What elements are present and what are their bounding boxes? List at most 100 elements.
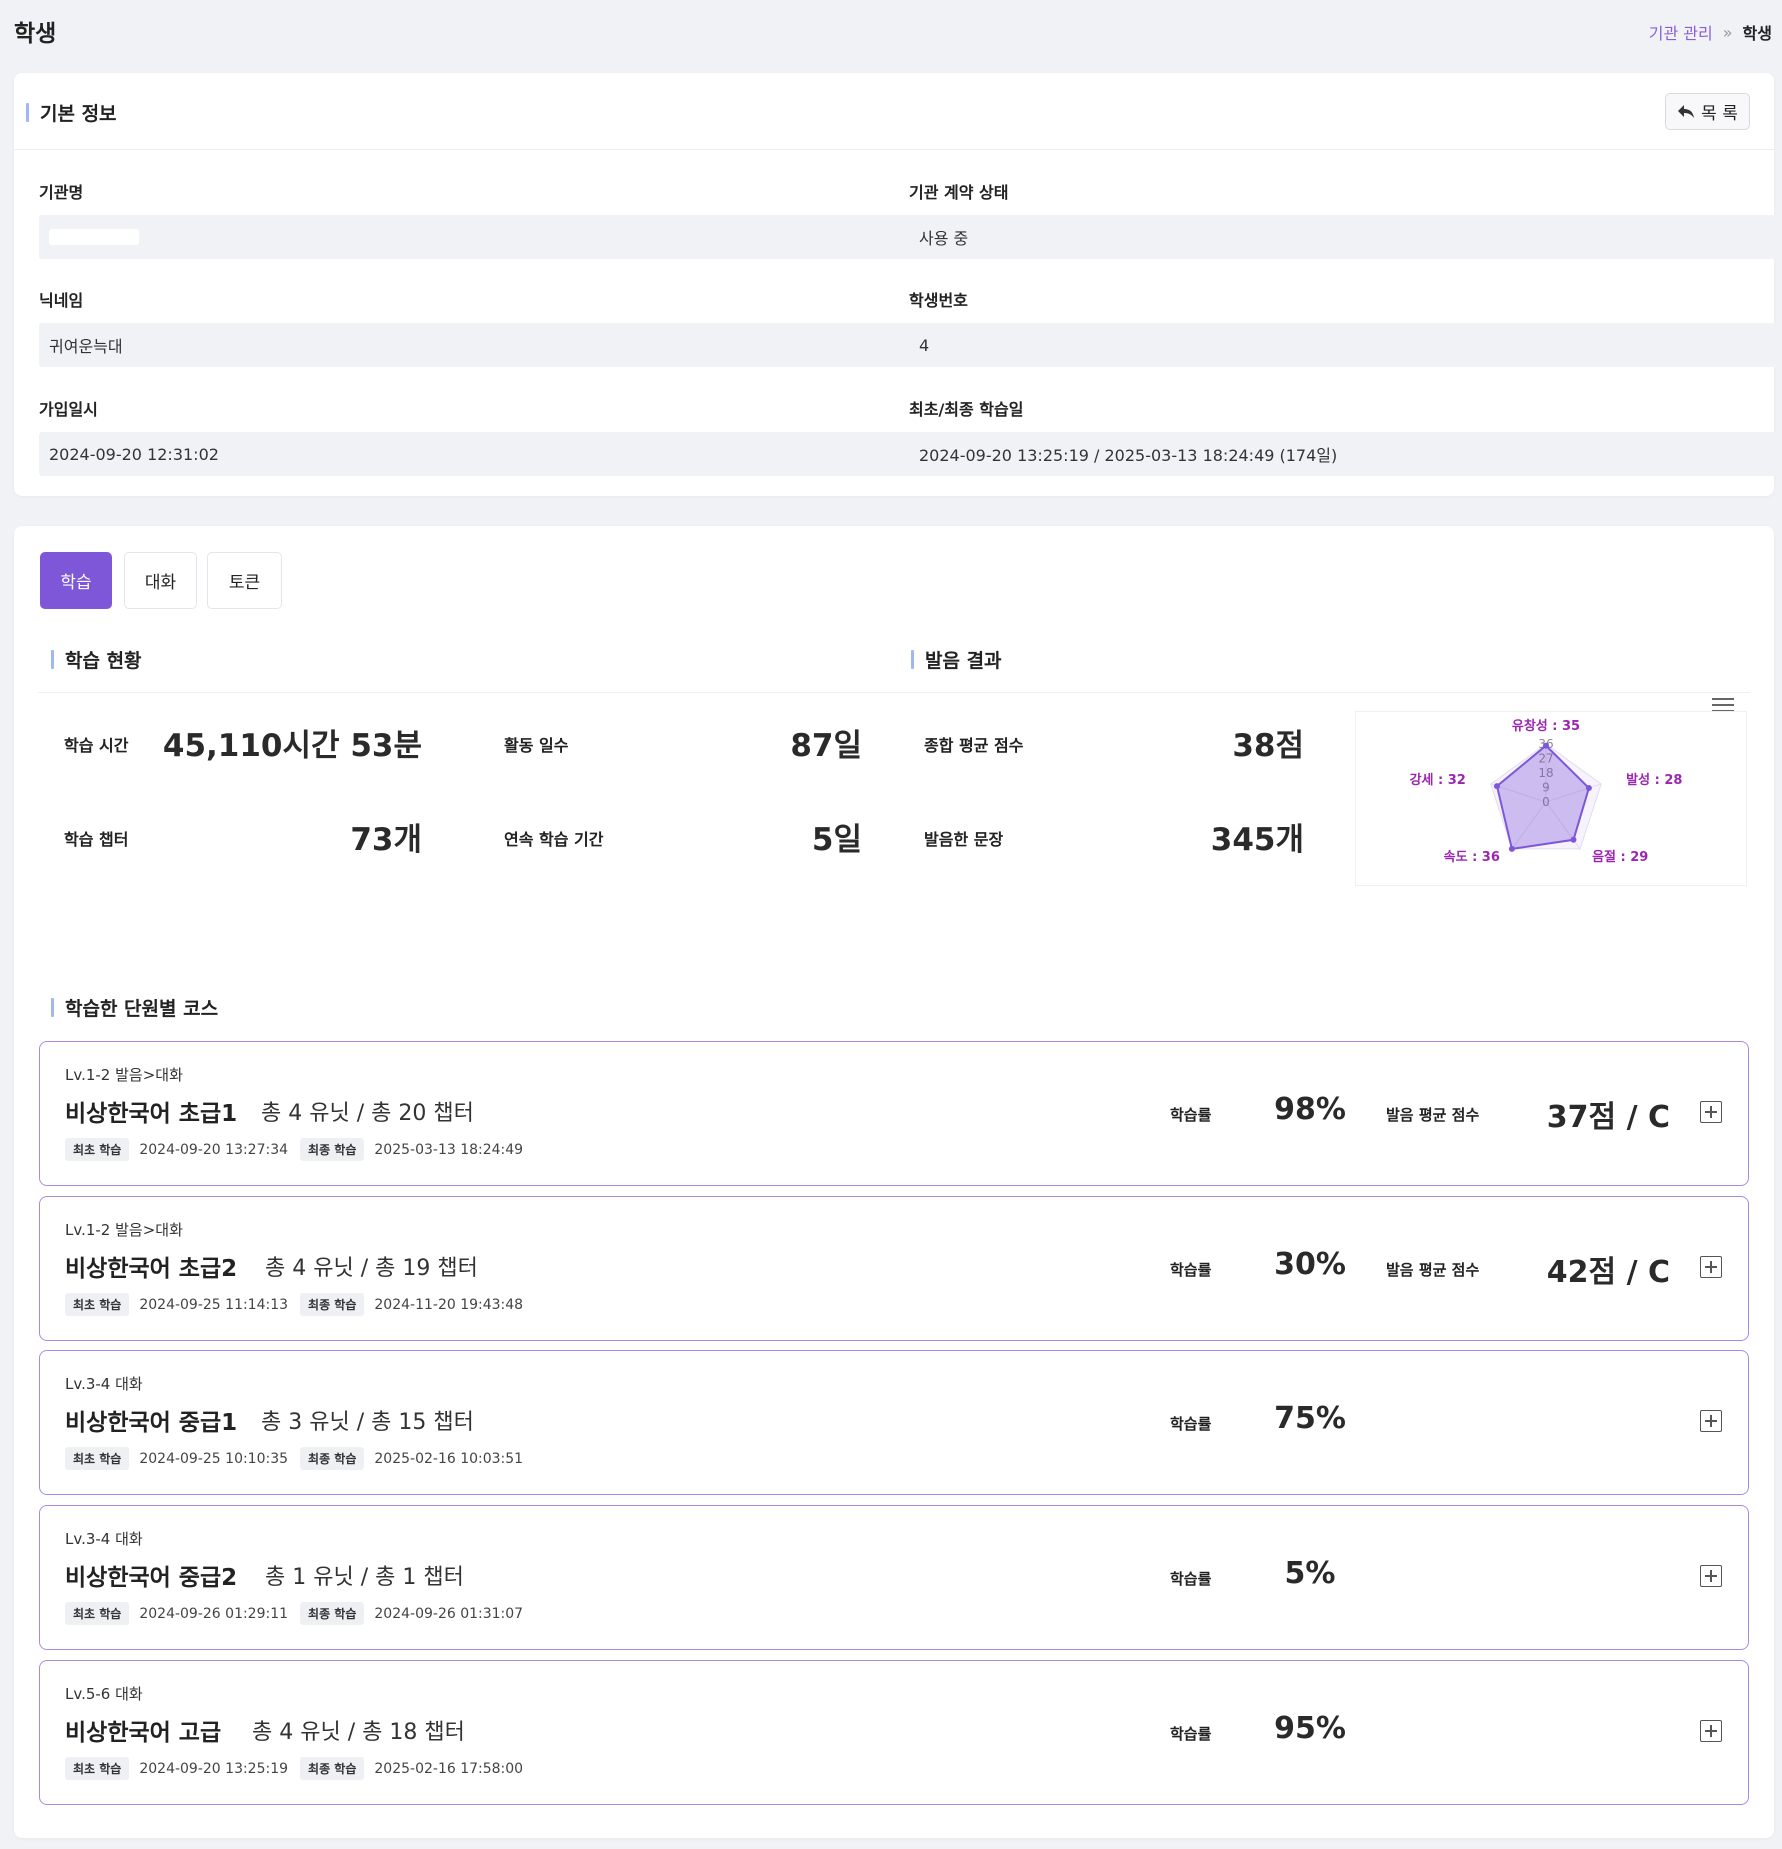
progress-rate-value: 75% bbox=[1274, 1401, 1346, 1436]
last-study-badge: 최종 학습 bbox=[300, 1602, 365, 1625]
page-title: 학생 bbox=[14, 21, 57, 47]
course-dates: 최초 학습 2024-09-26 01:29:11 최종 학습 2024-09-… bbox=[65, 1602, 535, 1625]
course-dates: 최초 학습 2024-09-25 10:10:35 최종 학습 2025-02-… bbox=[65, 1447, 535, 1470]
progress-rate-label: 학습률 bbox=[1170, 1106, 1212, 1124]
field-label: 학생번호 bbox=[909, 291, 968, 310]
pronunciation-score-value: 42점 / C bbox=[1546, 1255, 1670, 1290]
stat-label: 종합 평균 점수 bbox=[924, 736, 1024, 755]
back-to-list-button[interactable]: 목 록 bbox=[1665, 93, 1750, 130]
expand-plus-icon[interactable] bbox=[1700, 1410, 1722, 1432]
study-status-heading-text: 학습 현황 bbox=[65, 650, 142, 672]
pronunciation-score-value: 37점 / C bbox=[1546, 1100, 1670, 1135]
back-arrow-icon bbox=[1678, 104, 1695, 118]
radar-point bbox=[1570, 836, 1577, 843]
stat-active-days-value: 87일 bbox=[790, 728, 862, 764]
breadcrumb-link-institution[interactable]: 기관 관리 bbox=[1648, 24, 1713, 43]
joined-at-input: 2024-09-20 12:31:02 bbox=[39, 432, 915, 476]
stat-avg-score-value: 38점 bbox=[1232, 728, 1304, 764]
study-status-heading: 학습 현황 bbox=[51, 646, 142, 673]
courses-heading-text: 학습한 단원별 코스 bbox=[65, 998, 219, 1020]
heading-accent-bar bbox=[51, 650, 54, 669]
heading-accent-bar bbox=[51, 998, 54, 1017]
divider bbox=[902, 692, 1750, 693]
course-level: Lv.1-2 발음>대화 bbox=[65, 1221, 183, 1239]
course-level: Lv.3-4 대화 bbox=[65, 1530, 143, 1548]
radar-spoke bbox=[1511, 801, 1547, 850]
radar-series-area bbox=[1495, 744, 1591, 851]
course-units: 총 4 유닛 / 총 18 챕터 bbox=[252, 1720, 465, 1745]
basic-info-heading: 기본 정보 bbox=[26, 99, 117, 126]
course-name: 비상한국어 초급2 bbox=[65, 1256, 238, 1282]
radar-spoke bbox=[1490, 783, 1547, 803]
field-label: 기관명 bbox=[39, 183, 84, 202]
contract-status-input: 사용 중 bbox=[909, 215, 1782, 259]
radar-axis-label: 음절 : 29 bbox=[1592, 849, 1648, 865]
radar-point bbox=[1493, 783, 1500, 790]
first-study-badge: 최초 학습 bbox=[65, 1757, 130, 1780]
student-detail-card: 학습 대화 토큰 학습 현황 학습 시간 45,110시간 53분 활동 일수 … bbox=[14, 526, 1774, 1838]
course-level: Lv.5-6 대화 bbox=[65, 1685, 143, 1703]
expand-plus-icon[interactable] bbox=[1700, 1101, 1722, 1123]
course-units: 총 4 유닛 / 총 20 챕터 bbox=[261, 1101, 474, 1126]
expand-plus-icon[interactable] bbox=[1700, 1720, 1722, 1742]
stat-label: 발음한 문장 bbox=[924, 830, 1004, 849]
radar-spoke bbox=[1545, 783, 1602, 803]
expand-plus-icon[interactable] bbox=[1700, 1565, 1722, 1587]
progress-rate-label: 학습률 bbox=[1170, 1725, 1212, 1743]
first-study-date: 2024-09-25 11:14:13 bbox=[139, 1296, 289, 1313]
tab-study[interactable]: 학습 bbox=[40, 552, 112, 609]
stat-chapters-value: 73개 bbox=[350, 822, 422, 858]
last-study-date: 2024-11-20 19:43:48 bbox=[374, 1296, 524, 1313]
course-card: Lv.1-2 발음>대화 비상한국어 초급1 총 4 유닛 / 총 20 챕터 최초… bbox=[39, 1041, 1749, 1186]
tab-token[interactable]: 토큰 bbox=[207, 552, 282, 609]
stat-study-time-value: 45,110시간 53분 bbox=[162, 728, 422, 764]
course-dates: 최초 학습 2024-09-20 13:25:19 최종 학습 2025-02-… bbox=[65, 1757, 535, 1780]
course-name: 비상한국어 고급 bbox=[65, 1720, 222, 1746]
field-label: 최초/최종 학습일 bbox=[909, 400, 1024, 419]
heading-accent-bar bbox=[911, 650, 914, 669]
field-label: 기관 계약 상태 bbox=[909, 183, 1009, 202]
field-label: 닉네임 bbox=[39, 291, 84, 310]
pronunciation-heading: 발음 결과 bbox=[911, 646, 1002, 673]
last-study-date: 2024-09-26 01:31:07 bbox=[374, 1605, 524, 1622]
radar-scale-tick: 27 bbox=[1538, 752, 1553, 766]
last-study-date: 2025-02-16 10:03:51 bbox=[374, 1450, 524, 1467]
radar-scale-tick: 0 bbox=[1542, 795, 1550, 809]
course-card: Lv.3-4 대화 비상한국어 중급1 총 3 유닛 / 총 15 챕터 최초 학습… bbox=[39, 1350, 1749, 1495]
first-study-badge: 최초 학습 bbox=[65, 1447, 130, 1470]
field-contract-status: 기관 계약 상태 사용 중 bbox=[909, 179, 1782, 259]
field-joined-at: 가입일시 2024-09-20 12:31:02 bbox=[39, 396, 915, 476]
first-study-date: 2024-09-25 10:10:35 bbox=[139, 1450, 289, 1467]
progress-rate-label: 학습률 bbox=[1170, 1570, 1212, 1588]
field-institution-name: 기관명 bbox=[39, 179, 915, 259]
masked-value bbox=[49, 229, 139, 245]
radar-scale-tick: 18 bbox=[1538, 766, 1553, 780]
expand-plus-icon[interactable] bbox=[1700, 1256, 1722, 1278]
progress-rate-value: 5% bbox=[1284, 1556, 1336, 1591]
first-study-date: 2024-09-26 01:29:11 bbox=[139, 1605, 289, 1622]
field-nickname: 닉네임 귀여운늑대 bbox=[39, 287, 915, 367]
progress-rate-value: 30% bbox=[1274, 1247, 1346, 1282]
radar-axis-label: 강세 : 32 bbox=[1410, 772, 1466, 788]
radar-point bbox=[1508, 845, 1515, 852]
last-study-date: 2025-02-16 17:58:00 bbox=[374, 1760, 524, 1777]
divider bbox=[14, 149, 1774, 150]
progress-rate-label: 학습률 bbox=[1170, 1261, 1212, 1279]
stat-label: 학습 챕터 bbox=[64, 830, 129, 849]
tab-conversation[interactable]: 대화 bbox=[124, 552, 197, 609]
last-study-badge: 최종 학습 bbox=[300, 1757, 365, 1780]
last-study-badge: 최종 학습 bbox=[300, 1138, 365, 1161]
pronunciation-score-label: 발음 평균 점수 bbox=[1386, 1261, 1480, 1279]
first-study-badge: 최초 학습 bbox=[65, 1602, 130, 1625]
basic-info-card: 기본 정보 목 록 기관명 기관 계약 상태 사용 중 닉네임 귀여운늑대 학생… bbox=[14, 73, 1782, 496]
breadcrumb: 기관 관리 » 학생 bbox=[1649, 20, 1772, 44]
course-dates: 최초 학습 2024-09-25 11:14:13 최종 학습 2024-11-… bbox=[65, 1293, 535, 1316]
progress-rate-value: 98% bbox=[1274, 1092, 1346, 1127]
first-last-study-input: 2024-09-20 13:25:19 / 2025-03-13 18:24:4… bbox=[909, 432, 1782, 476]
stat-active-days-label: 활동 일수 bbox=[504, 732, 568, 756]
course-units: 총 3 유닛 / 총 15 챕터 bbox=[261, 1410, 474, 1435]
radar-axis-label: 발성 : 28 bbox=[1626, 772, 1682, 788]
